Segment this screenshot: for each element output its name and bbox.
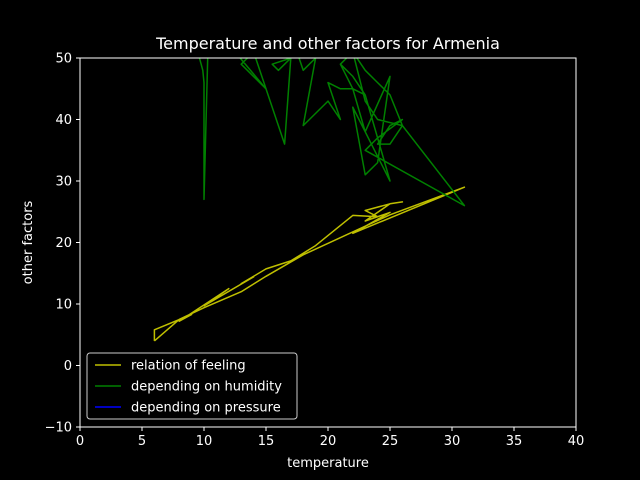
- legend-label-1: depending on humidity: [131, 380, 282, 395]
- legend-label-2: depending on pressure: [131, 401, 281, 416]
- x-tick-label: 40: [568, 434, 585, 449]
- x-tick-label: 10: [196, 434, 213, 449]
- x-tick-label: 25: [382, 434, 399, 449]
- x-tick-label: 20: [320, 434, 337, 449]
- y-tick-label: 10: [55, 298, 72, 313]
- y-tick-label: 0: [64, 359, 72, 374]
- x-tick-label: 0: [76, 434, 84, 449]
- x-tick-label: 5: [138, 434, 146, 449]
- y-axis-label: other factors: [21, 200, 36, 284]
- legend: relation of feeling depending on humidity…: [86, 352, 298, 420]
- y-axis: 50 40 30 20 10 0 −10: [45, 52, 80, 436]
- legend-label-0: relation of feeling: [131, 359, 246, 374]
- x-axis-label: temperature: [287, 456, 369, 471]
- y-tick-label: 20: [55, 236, 72, 251]
- series-line-1: [198, 58, 466, 207]
- series-line-0: [153, 186, 466, 342]
- legend-box: [86, 352, 298, 420]
- y-tick-label: 50: [55, 52, 72, 67]
- series-layer: [153, 58, 466, 342]
- y-tick-label: −10: [45, 421, 72, 436]
- y-tick-label: 30: [55, 175, 72, 190]
- y-tick-label: 40: [55, 113, 72, 128]
- x-tick-label: 35: [506, 434, 523, 449]
- x-axis: 0 5 10 15 20 25 30 35 40: [76, 427, 584, 449]
- x-tick-label: 15: [258, 434, 275, 449]
- chart-title: Temperature and other factors for Armeni…: [155, 34, 500, 53]
- x-tick-label: 30: [444, 434, 461, 449]
